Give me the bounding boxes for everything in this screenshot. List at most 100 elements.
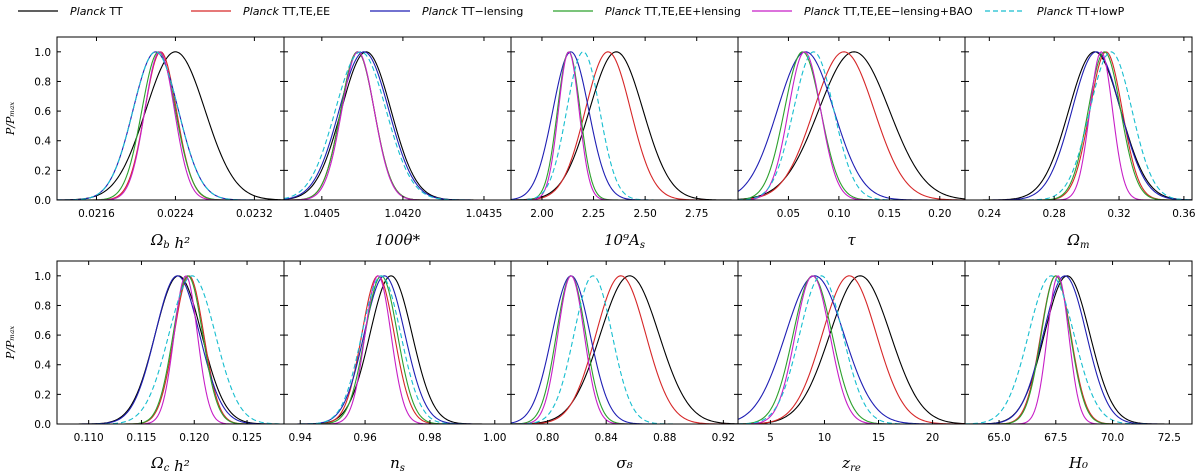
- series-planck-tt-te-ee-lensing-bao: [965, 275, 1192, 424]
- series-planck-tt-te-ee: [57, 51, 284, 200]
- x-tick-label: 0.20: [928, 208, 951, 220]
- x-tick-label: 0.115: [126, 432, 156, 444]
- x-tick-label: 0.0232: [236, 208, 273, 220]
- x-tick-label: 67.5: [1044, 432, 1067, 444]
- series-planck-tt-te-ee-lensing: [738, 275, 965, 424]
- x-tick-label: 2.75: [685, 208, 708, 220]
- series-planck-tt-te-ee-lensing: [738, 51, 965, 200]
- y-tick-label: 0.6: [34, 330, 51, 342]
- y-axis-labels: P/Pₘₐₓ P/Pₘₐₓ: [4, 102, 17, 360]
- panel-8: 0.80 0.84 0.88 0.92 σ₈: [510, 260, 739, 472]
- x-axis-label: ns: [390, 454, 405, 473]
- x-tick-label: 2.50: [633, 208, 656, 220]
- y-axis-label: P/Pₘₐₓ: [4, 102, 17, 136]
- x-tick-label: 0.32: [1107, 208, 1130, 220]
- x-tick-label: 0.120: [179, 432, 209, 444]
- series-planck-tt-te-ee: [511, 51, 738, 200]
- y-tick-label: 0.4: [34, 360, 51, 372]
- panel-10: 65.0 67.5 70.0 72.5 H₀: [964, 260, 1193, 472]
- x-tick-label: 2.25: [582, 208, 605, 220]
- series-planck-tt-te-ee-lensing-bao: [738, 275, 965, 424]
- panel-3: 2.00 2.25 2.50 2.75 10⁹As: [510, 36, 739, 251]
- series-planck-tt-lowp: [965, 275, 1192, 424]
- series-planck-tt-te-ee-lensing: [284, 51, 511, 200]
- x-tick-label: 0.88: [653, 432, 676, 444]
- y-tick-label: 0.0: [34, 419, 51, 431]
- curves: [965, 275, 1192, 424]
- x-tick-label: 1.00: [483, 432, 506, 444]
- series-planck-tt-te-ee-lensing: [965, 51, 1192, 200]
- series-planck-tt-te-ee-lensing-bao: [57, 275, 284, 424]
- series-planck-tt-te-ee-lensing: [57, 275, 284, 424]
- curves: [738, 275, 965, 424]
- chart-panels: 0.0216 0.0224 0.0232 0.0 0.2 0.4 0.6 0.8 1.0 Ωb h…: [34, 36, 1196, 473]
- x-tick-label: 15: [872, 432, 885, 444]
- y-tick-label: 0.0: [34, 195, 51, 207]
- legend-item-tt-te-ee-lensing-bao: Planck TT,TE,EE−lensing+BAO: [752, 5, 973, 18]
- legend-label: Planck TT,TE,EE−lensing+BAO: [804, 5, 973, 18]
- series-planck-tt: [738, 275, 965, 424]
- series-planck-tt-lowp: [57, 275, 284, 424]
- plot-frame: [964, 260, 1193, 425]
- plot-frame: [737, 260, 966, 425]
- x-tick-label: 0.84: [594, 432, 618, 444]
- curves: [965, 51, 1192, 200]
- x-tick-label: 0.10: [827, 208, 850, 220]
- legend-item-tt-lensing: Planck TT−lensing: [370, 5, 523, 18]
- x-tick-label: 0.36: [1172, 208, 1196, 220]
- x-tick-label: 0.125: [232, 432, 262, 444]
- y-tick-label: 0.2: [34, 389, 51, 401]
- series-planck-tt-lowp: [511, 275, 738, 424]
- series-planck-tt-te-ee-lensing-bao: [511, 51, 738, 200]
- plot-frame: [737, 36, 966, 201]
- series-planck-tt: [738, 51, 965, 200]
- curves: [284, 275, 511, 424]
- series-planck-tt-te-ee: [284, 275, 511, 424]
- plot-frame: [283, 36, 512, 201]
- curves: [57, 51, 284, 200]
- x-tick-label: 2.00: [530, 208, 553, 220]
- x-tick-label: 0.92: [712, 432, 735, 444]
- curves: [284, 51, 511, 200]
- series-planck-tt-te-ee-lensing-bao: [57, 51, 284, 200]
- x-axis-label: zre: [841, 454, 861, 473]
- series-planck-tt-te-ee-lensing-bao: [284, 51, 511, 200]
- series-planck-tt-lowp: [738, 51, 965, 200]
- series-planck-tt: [284, 51, 511, 200]
- x-axis-label: Ωc h²: [150, 454, 190, 473]
- legend-label: Planck TT: [70, 5, 123, 18]
- x-tick-label: 0.28: [1042, 208, 1065, 220]
- series-planck-tt: [511, 51, 738, 200]
- x-tick-label: 1.0405: [303, 208, 340, 220]
- series-planck-tt-lowp: [57, 51, 284, 200]
- y-tick-label: 0.8: [34, 300, 51, 312]
- series-planck-tt-lensing: [511, 275, 738, 424]
- series-planck-tt-te-ee: [738, 275, 965, 424]
- x-axis-label: 10⁹As: [604, 231, 645, 251]
- series-planck-tt-te-ee-lensing-bao: [511, 275, 738, 424]
- legend-label: Planck TT,TE,EE: [243, 5, 330, 18]
- plot-frame: [964, 36, 1193, 201]
- x-tick-label: 1.0435: [466, 208, 503, 220]
- x-tick-label: 0.05: [777, 208, 800, 220]
- curves: [511, 275, 738, 424]
- x-axis-label: 100θ*: [375, 231, 421, 249]
- x-tick-label: 10: [818, 432, 831, 444]
- curves: [738, 51, 965, 200]
- plot-frame: [510, 260, 739, 425]
- series-planck-tt-lowp: [738, 275, 965, 424]
- legend: Planck TT Planck TT,TE,EE Planck TT−lensin…: [18, 5, 1125, 18]
- x-tick-label: 65.0: [987, 432, 1010, 444]
- legend-label: Planck TT+lowP: [1037, 5, 1125, 18]
- y-tick-label: 0.2: [34, 165, 51, 177]
- series-planck-tt-lensing: [738, 51, 965, 200]
- y-tick-label: 0.4: [34, 136, 51, 148]
- x-tick-label: 0.98: [418, 432, 441, 444]
- x-tick-label: 20: [926, 432, 939, 444]
- x-tick-label: 70.0: [1101, 432, 1124, 444]
- x-tick-label: 0.24: [978, 208, 1002, 220]
- legend-item-tt: Planck TT: [18, 5, 123, 18]
- series-planck-tt-te-ee-lensing-bao: [965, 51, 1192, 200]
- legend-item-tt-te-ee-lensing: Planck TT,TE,EE+lensing: [553, 5, 741, 18]
